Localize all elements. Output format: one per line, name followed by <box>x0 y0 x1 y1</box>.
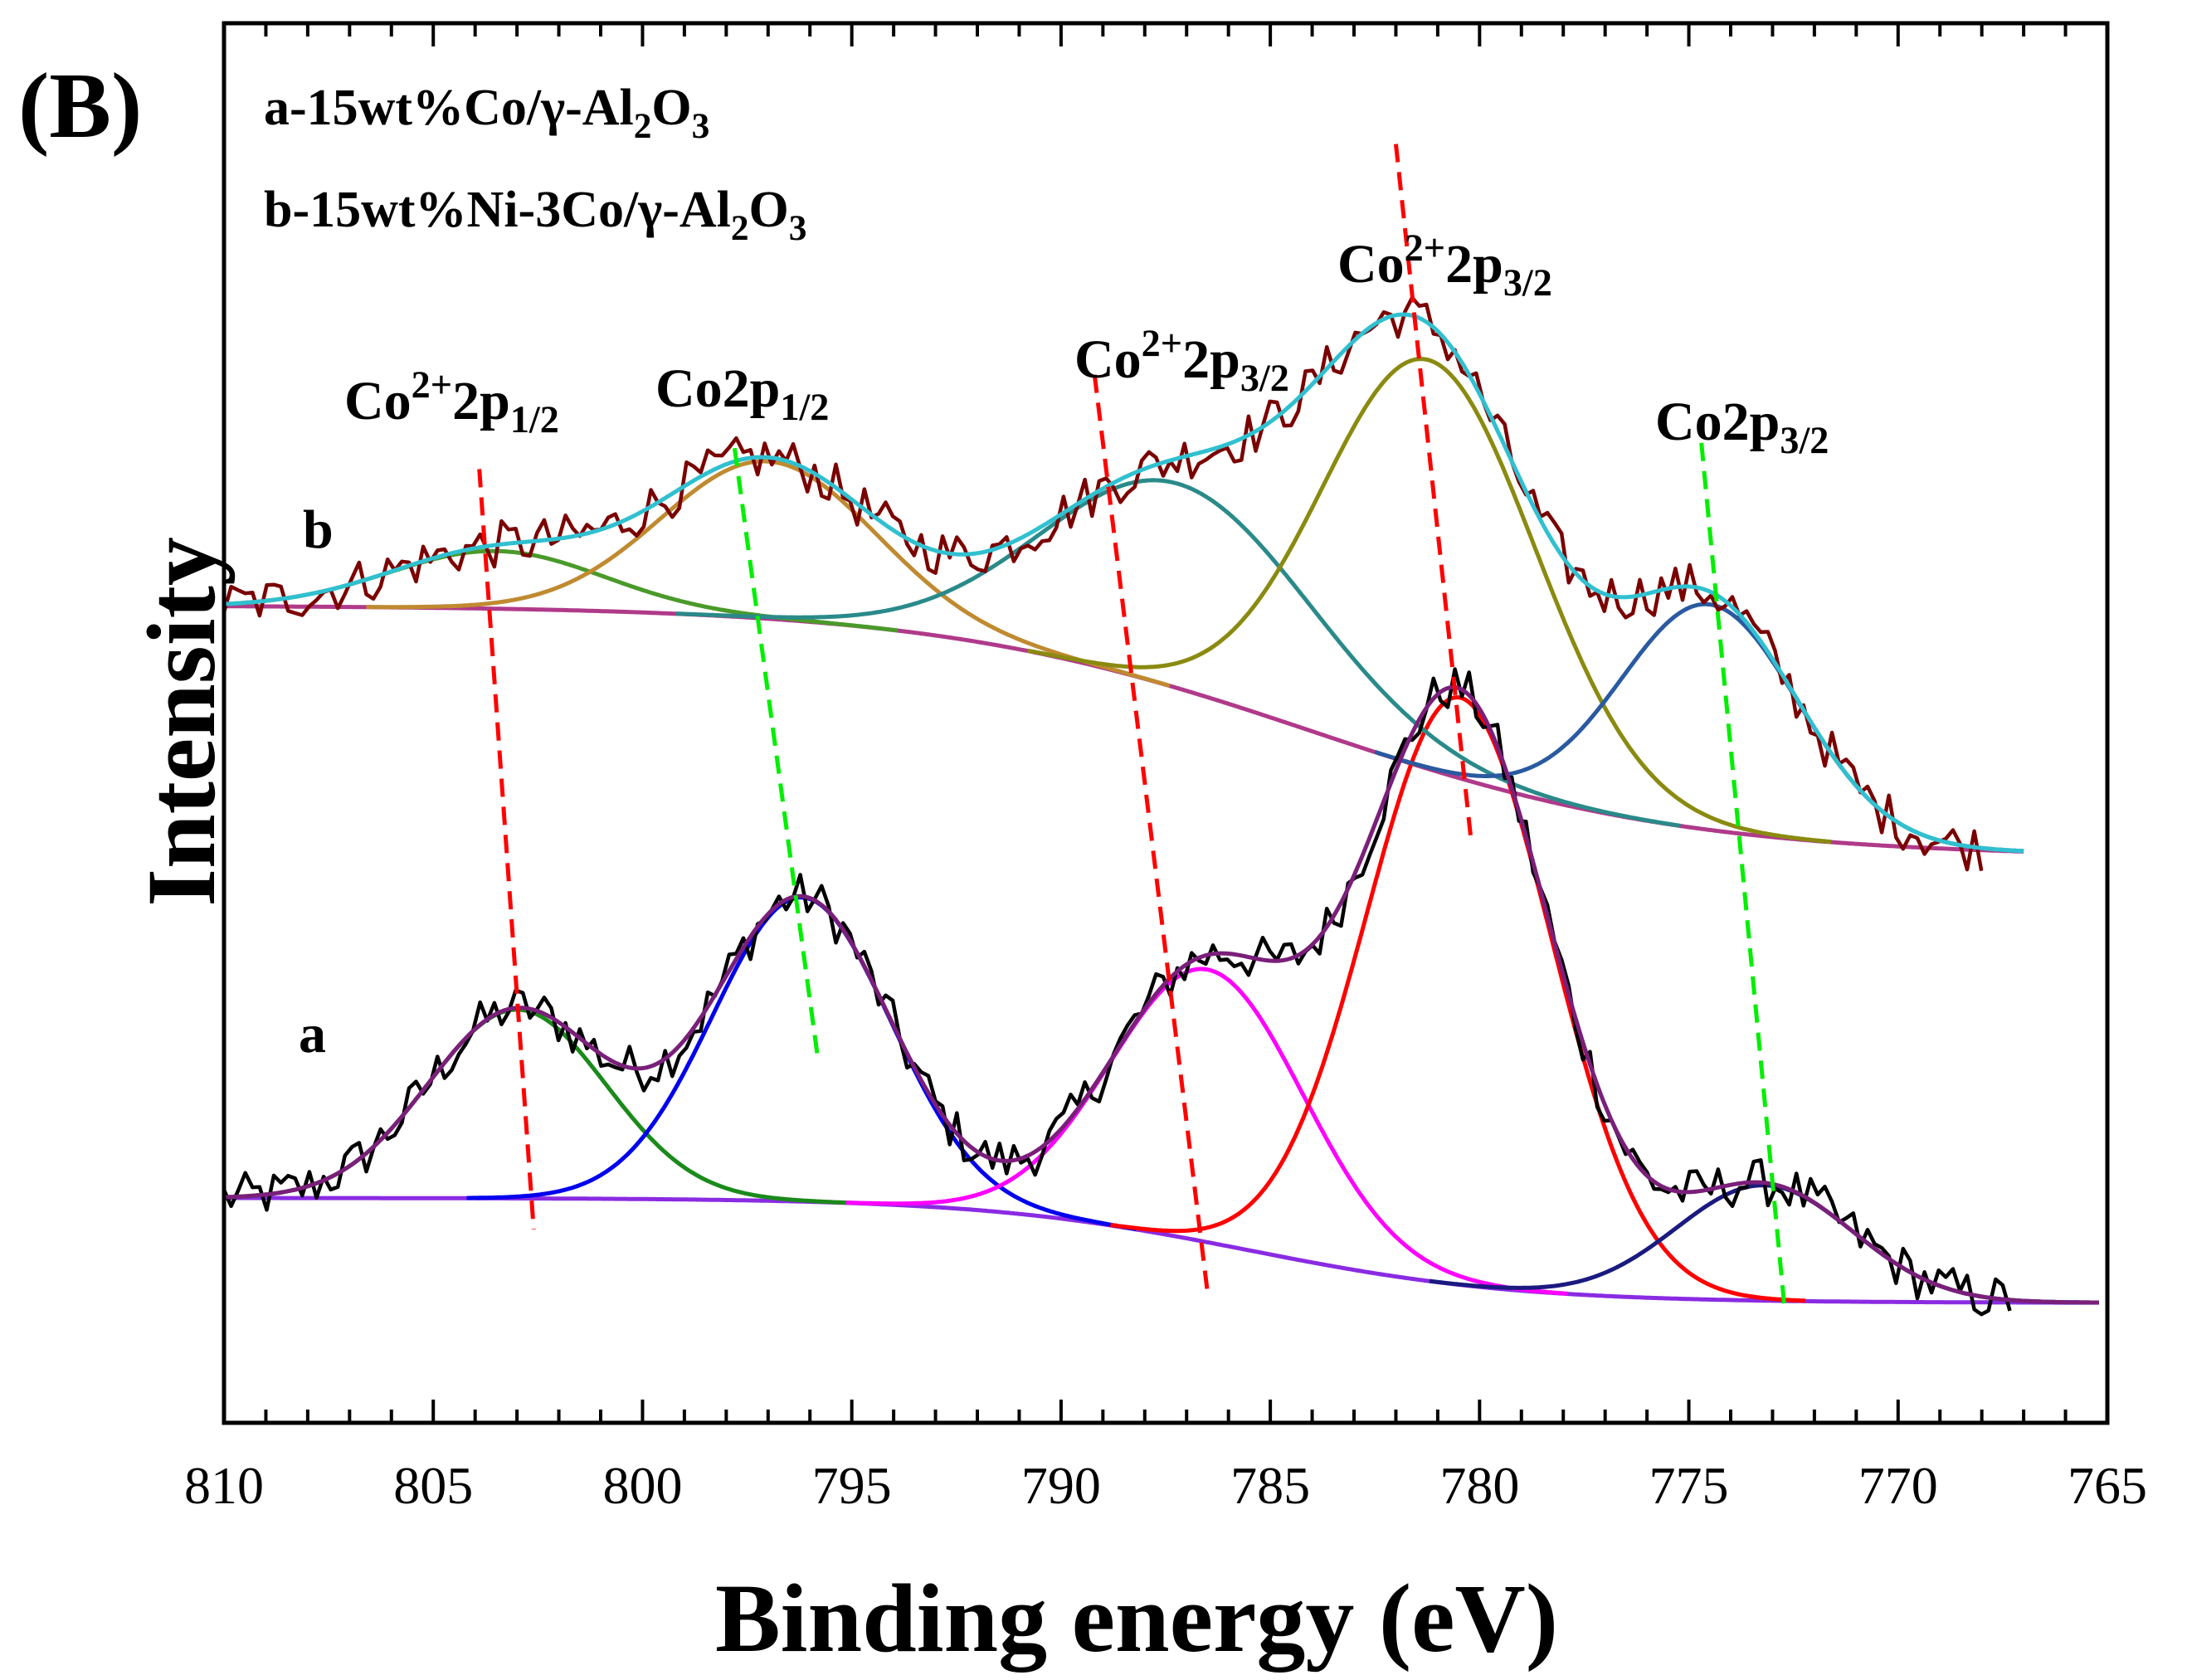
legend-entry-a: a-15wt%Co/γ-Al2O3 <box>264 80 709 146</box>
component-line-a-3 <box>845 967 1568 1296</box>
plot-frame <box>222 21 2110 1425</box>
x-axis-tick-labels: 810 805 800 795 790 785 780 775 770 765 <box>184 1456 2147 1515</box>
y-axis-title: Intensity <box>127 537 236 907</box>
peak-label-5: Co2p3/2 <box>1655 392 1829 461</box>
component-line-a-4 <box>1110 694 1805 1303</box>
peak-label-2: Co2p1/2 <box>655 358 829 428</box>
peak-guide-line-4 <box>1393 144 1473 842</box>
x-tick-label: 795 <box>812 1456 892 1515</box>
background-line-a <box>224 1195 2099 1305</box>
legend-entry-b: b-15wt%Ni-3Co/γ-Al2O3 <box>264 182 806 248</box>
component-line-b-4 <box>1027 357 1832 845</box>
component-curves <box>223 357 2099 1305</box>
curve-labels: ab <box>299 499 334 1064</box>
peak-label-4: Co2+2p3/2 <box>1337 226 1552 304</box>
peak-label-1: Co2+2p1/2 <box>344 363 559 441</box>
x-axis-ticks <box>222 23 2109 1423</box>
x-tick-label: 790 <box>1021 1456 1101 1515</box>
panel-label: (B) <box>18 55 142 158</box>
x-tick-label: 800 <box>602 1456 682 1515</box>
envelope-line-a <box>223 684 2099 1305</box>
peak-label-3: Co2+2p3/2 <box>1074 322 1289 399</box>
component-line-b-2 <box>366 459 1171 689</box>
legend: a-15wt%Co/γ-Al2O3 b-15wt%Ni-3Co/γ-Al2O3 <box>264 80 806 248</box>
envelope-line-b <box>223 312 2024 854</box>
x-tick-label: 780 <box>1439 1456 1519 1515</box>
peak-guide-lines <box>477 144 1788 1314</box>
raw-data-line-a <box>222 667 2012 1317</box>
background-line-b <box>224 604 2024 854</box>
x-tick-label: 805 <box>393 1456 473 1515</box>
peak-labels: Co2+2p1/2 Co2p1/2 Co2+2p3/2 Co2+2p3/2 Co2p3/… <box>344 226 1829 461</box>
curve-label-b: b <box>303 499 334 560</box>
x-tick-label: 810 <box>184 1456 264 1515</box>
peak-guide-line-5 <box>1699 442 1788 1314</box>
component-line-a-5 <box>1429 1183 2099 1305</box>
x-axis-title: Binding energy (eV) <box>715 1564 1558 1673</box>
raw-data-line-b <box>222 295 1984 872</box>
x-tick-label: 785 <box>1230 1456 1310 1515</box>
peak-guide-line-3 <box>1092 374 1210 1293</box>
peak-guide-line-2 <box>732 447 821 1062</box>
curve-label-a: a <box>299 1004 326 1064</box>
envelope-curves <box>223 312 2099 1305</box>
x-tick-label: 775 <box>1649 1456 1729 1515</box>
component-line-a-2 <box>466 895 1137 1232</box>
x-tick-label: 765 <box>2068 1456 2147 1515</box>
x-tick-label: 770 <box>1858 1456 1938 1515</box>
peak-guide-line-1 <box>477 469 536 1230</box>
